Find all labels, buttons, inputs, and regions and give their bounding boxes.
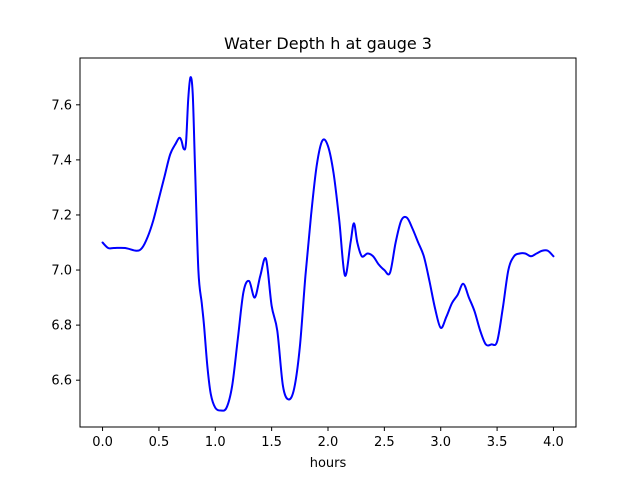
y-tick-label: 7.0 xyxy=(51,264,72,279)
y-tick-label: 7.6 xyxy=(51,98,72,113)
y-tick-label: 6.8 xyxy=(51,319,72,334)
chart-title: Water Depth h at gauge 3 xyxy=(224,34,432,53)
x-tick-label: 4.0 xyxy=(543,435,564,450)
x-tick-label: 2.5 xyxy=(374,435,395,450)
x-tick-label: 0.5 xyxy=(149,435,170,450)
series-line xyxy=(101,76,555,412)
x-tick-label: 0.0 xyxy=(92,435,113,450)
y-tick-label: 7.4 xyxy=(51,153,72,168)
x-axis-label: hours xyxy=(310,456,347,471)
x-axis-ticks: 0.0 0.5 1.0 1.5 2.0 2.5 3.0 3.5 4.0 xyxy=(92,427,564,450)
x-tick-label: 1.0 xyxy=(205,435,226,450)
x-tick-label: 3.5 xyxy=(487,435,508,450)
x-tick-label: 2.0 xyxy=(318,435,339,450)
x-tick-label: 3.0 xyxy=(430,435,451,450)
y-axis-ticks: 6.6 6.8 7.0 7.2 7.4 7.6 xyxy=(51,98,80,389)
y-tick-label: 7.2 xyxy=(51,208,72,223)
y-tick-label: 6.6 xyxy=(51,374,72,389)
x-tick-label: 1.5 xyxy=(261,435,282,450)
